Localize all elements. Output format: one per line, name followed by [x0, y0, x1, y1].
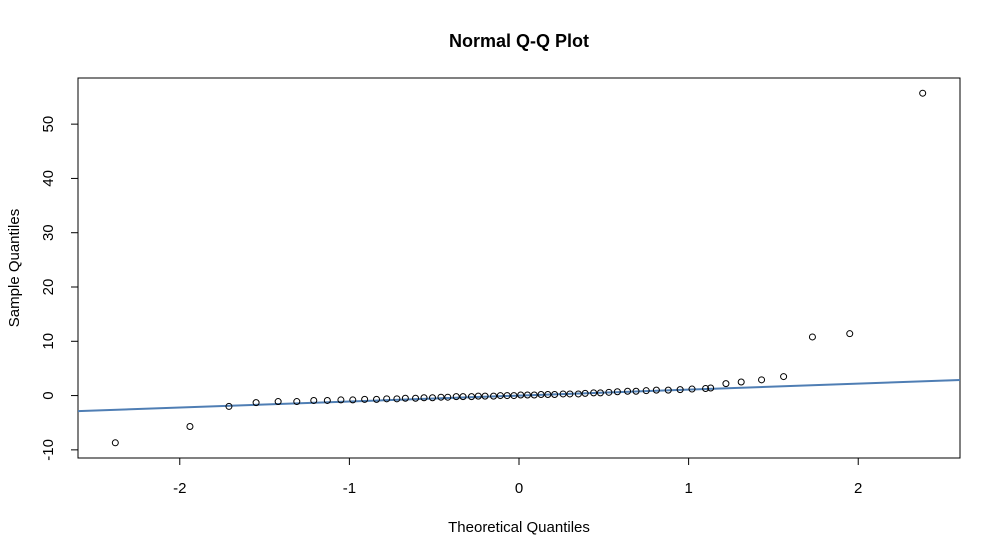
y-axis-label: Sample Quantiles	[6, 209, 23, 327]
data-point	[846, 330, 854, 338]
data-point	[252, 399, 260, 407]
data-point	[420, 394, 428, 402]
y-axis: -10 0 10 20 30 40 50	[40, 116, 78, 461]
data-point	[337, 396, 345, 404]
data-point	[373, 395, 381, 403]
data-point	[537, 390, 545, 398]
data-point	[496, 392, 504, 400]
data-point	[596, 389, 604, 397]
data-point	[605, 388, 613, 396]
x-axis-label: Theoretical Quantiles	[448, 519, 590, 536]
data-point	[652, 386, 660, 394]
data-point	[737, 378, 745, 386]
x-tick-label: 2	[854, 480, 862, 497]
y-tick-label: 10	[40, 333, 57, 350]
data-point	[624, 387, 632, 395]
y-tick-label: 40	[40, 170, 57, 187]
data-point	[393, 395, 401, 403]
y-tick-label: 50	[40, 116, 57, 133]
data-point	[349, 396, 357, 404]
x-axis: -2 -1 0 1 2	[173, 458, 862, 497]
data-point	[551, 390, 559, 398]
plot-area	[77, 89, 961, 447]
data-point	[490, 392, 498, 400]
qq-reference-line	[77, 379, 961, 413]
y-tick-label: 20	[40, 279, 57, 296]
data-point	[310, 396, 318, 404]
data-point	[517, 391, 525, 399]
data-point	[544, 390, 552, 398]
data-point	[503, 392, 511, 400]
plot-frame	[77, 77, 961, 459]
data-point	[401, 394, 409, 402]
data-point	[428, 394, 436, 402]
x-tick-label: 1	[684, 480, 692, 497]
data-point	[468, 393, 476, 401]
data-point	[642, 387, 650, 395]
data-point	[707, 384, 715, 392]
y-tick-label: 30	[40, 224, 57, 241]
data-point	[111, 439, 119, 447]
data-point	[688, 385, 696, 393]
data-point	[186, 423, 194, 431]
data-point	[566, 390, 574, 398]
data-point	[590, 389, 598, 397]
data-point	[808, 333, 816, 341]
data-point	[530, 391, 538, 399]
y-tick-label: -10	[40, 439, 57, 461]
chart-title: Normal Q-Q Plot	[449, 31, 589, 51]
data-point	[459, 393, 467, 401]
data-point	[481, 392, 489, 400]
x-tick-label: -1	[343, 480, 356, 497]
data-point	[452, 393, 460, 401]
data-point	[632, 387, 640, 395]
data-point	[702, 385, 710, 393]
data-point	[676, 386, 684, 394]
data-point	[274, 398, 282, 406]
data-point	[664, 386, 672, 394]
data-point	[323, 396, 331, 404]
data-point	[444, 393, 452, 401]
data-point	[510, 392, 518, 400]
data-point	[383, 395, 391, 403]
data-point	[722, 380, 730, 388]
data-point	[574, 390, 582, 398]
data-point	[919, 89, 927, 97]
data-point	[225, 402, 233, 410]
data-point	[361, 395, 369, 403]
x-tick-label: 0	[515, 480, 523, 497]
data-point	[412, 394, 420, 402]
data-point	[581, 389, 589, 397]
data-point	[559, 390, 567, 398]
data-point	[437, 393, 445, 401]
data-point	[523, 391, 531, 399]
data-point	[780, 373, 788, 381]
y-tick-label: 0	[40, 391, 57, 399]
data-point	[474, 392, 482, 400]
x-tick-label: -2	[173, 480, 186, 497]
data-point	[293, 398, 301, 406]
data-point	[613, 388, 621, 396]
data-point	[758, 376, 766, 384]
